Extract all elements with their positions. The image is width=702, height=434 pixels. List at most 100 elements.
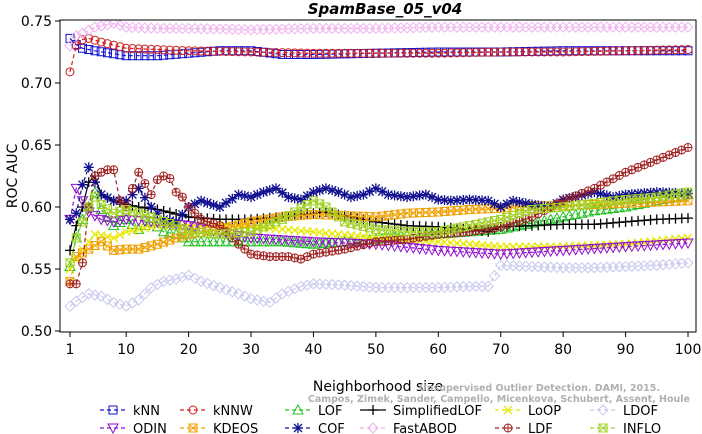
data-point-lof [270, 235, 282, 247]
data-point-knnw [315, 48, 325, 58]
data-point-ldf [240, 244, 250, 254]
data-point-cof [345, 192, 356, 203]
data-point-odin [276, 235, 289, 246]
data-point-cof [445, 195, 456, 206]
data-point-knnw [340, 48, 350, 58]
data-point-knnw [677, 45, 687, 55]
data-point-ldof [245, 293, 257, 305]
data-point-odin [669, 239, 682, 250]
data-point-kdeos [152, 239, 162, 249]
data-point-knnw [140, 44, 150, 54]
data-point-cof [458, 194, 469, 205]
data-point-odin [644, 240, 657, 252]
data-point-lof [251, 235, 264, 247]
data-point-ldf [140, 178, 150, 188]
data-point-cof [208, 199, 219, 210]
x-tick-label: 60 [429, 342, 447, 358]
data-point-odin [114, 216, 126, 227]
data-point-knnw [352, 48, 362, 58]
legend-label: INFLO [623, 422, 661, 434]
data-point-knnw [421, 48, 431, 58]
data-point-ldof [170, 273, 182, 285]
data-point-odin [326, 237, 339, 249]
data-point-ldof [651, 259, 663, 271]
data-point-knnw [190, 46, 200, 56]
data-point-loop [109, 233, 119, 243]
data-point-knn [146, 51, 156, 61]
data-point-lof [207, 235, 220, 247]
x-tick-label: 100 [675, 342, 702, 358]
data-point-fastabod [101, 20, 114, 31]
series-knnw [65, 33, 693, 77]
data-point-cof [470, 194, 481, 205]
data-point-knnw [146, 44, 156, 54]
data-point-odin [638, 241, 651, 252]
data-point-odin [538, 247, 551, 258]
data-point-cof [246, 192, 257, 203]
legend-swatch-marker [503, 423, 513, 433]
data-point-knnw [265, 47, 275, 57]
data-point-knnw [296, 48, 306, 58]
data-point-knnw [65, 67, 75, 77]
data-point-inflo [115, 206, 125, 216]
data-point-cof [670, 187, 681, 198]
data-point-ldof [676, 257, 688, 270]
data-point-knnw [390, 48, 400, 58]
data-point-cof [164, 215, 175, 226]
x-tick-label: 10 [117, 342, 135, 358]
data-point-knnw [365, 48, 375, 58]
data-point-ldof [139, 288, 151, 300]
series-line-cof [69, 165, 689, 223]
data-point-knnw [558, 47, 568, 57]
data-point-knn [84, 45, 94, 55]
data-point-odin [413, 244, 426, 255]
data-point-cof [626, 189, 637, 200]
data-point-odin [76, 196, 89, 207]
data-point-inflo [65, 258, 75, 268]
data-point-odin [569, 245, 582, 256]
legend: kNN kNNW LOF SimplifiedLOF LoOP LDOF ODIN KDEOS… [100, 403, 661, 434]
data-point-odin [307, 237, 320, 248]
data-point-cof [389, 190, 400, 201]
data-point-ldf [134, 167, 144, 177]
data-point-knnw [271, 47, 281, 57]
data-point-cof [283, 192, 294, 203]
data-point-ldof [126, 297, 139, 309]
data-point-knnw [502, 47, 512, 57]
data-point-odin [251, 233, 264, 245]
data-point-cof [146, 202, 157, 212]
data-point-knnw [152, 45, 162, 55]
annotation-line-1: Unsupervised Outlier Detection. DAMI, 20… [419, 383, 660, 394]
data-point-odin [594, 243, 607, 255]
data-point-cof [177, 209, 188, 220]
data-point-knn [77, 43, 87, 53]
data-point-knnw [90, 35, 100, 45]
data-point-ldf [146, 190, 156, 200]
data-point-knnw [134, 44, 144, 54]
data-point-knnw [471, 47, 481, 57]
data-point-cof [364, 186, 375, 197]
data-point-ldf [115, 196, 125, 206]
y-tick-label: 0.55 [21, 262, 52, 278]
data-point-fastabod [64, 40, 76, 52]
data-point-knnw [458, 48, 468, 58]
data-point-cof [189, 198, 200, 209]
data-point-fastabod [107, 20, 120, 30]
y-tick-label: 0.50 [21, 324, 52, 340]
legend-label: FastABOD [393, 422, 457, 434]
data-point-odin [132, 215, 145, 227]
data-point-knnw [508, 47, 518, 57]
data-point-ldof [657, 259, 669, 271]
data-point-cof [383, 189, 394, 200]
data-point-odin [488, 249, 501, 260]
data-point-knnw [602, 46, 612, 56]
legend-label: KDEOS [213, 422, 258, 434]
data-point-odin [282, 235, 295, 247]
data-point-ldf [77, 258, 87, 268]
legend-label: LDF [528, 422, 553, 434]
data-point-odin [557, 245, 570, 257]
series-ldf [65, 142, 693, 289]
x-tick-label: 30 [242, 342, 260, 358]
data-point-cof [508, 195, 519, 206]
